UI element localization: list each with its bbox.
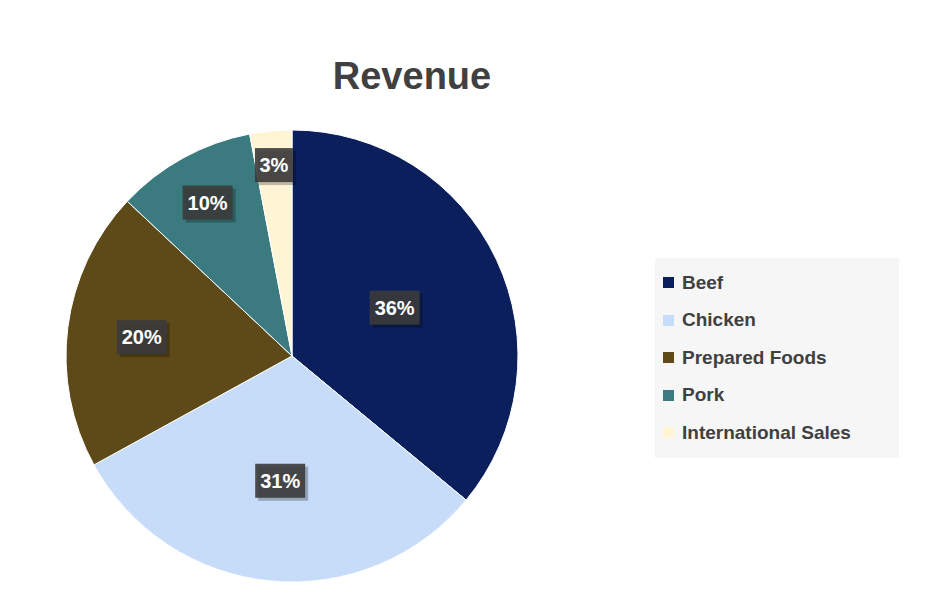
svg-text:3%: 3% <box>260 154 289 176</box>
svg-text:31%: 31% <box>260 470 300 492</box>
html-text:Prepared Foods: Prepared Foods <box>682 346 827 368</box>
svg-text:36%: 36% <box>375 297 415 319</box>
html-text:Beef: Beef <box>682 271 724 293</box>
svg-text:10%: 10% <box>188 192 228 214</box>
html-text:Revenue: Revenue <box>332 55 492 97</box>
html-text:Pork: Pork <box>682 384 725 406</box>
svg-text:20%: 20% <box>122 326 162 348</box>
html-text:International Sales: International Sales <box>682 421 851 443</box>
html-text:Chicken: Chicken <box>682 309 756 331</box>
